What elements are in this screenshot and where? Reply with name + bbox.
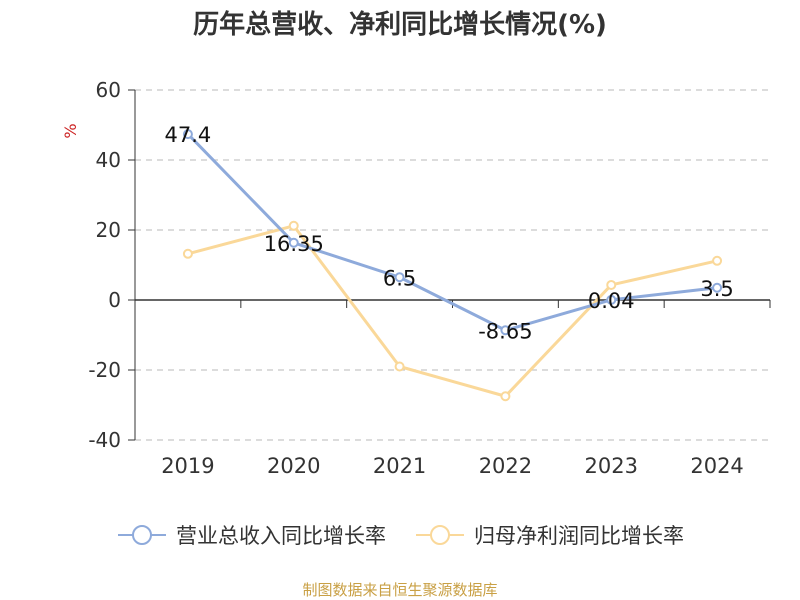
data-label: 16.35 — [264, 232, 324, 256]
series-0-point — [182, 129, 193, 140]
series-1-point — [500, 391, 511, 402]
series-0-point — [500, 325, 511, 336]
legend-profit-icon — [416, 525, 464, 545]
y-tick-label: 20 — [96, 218, 121, 242]
y-tick-label: -40 — [88, 428, 121, 452]
series-0-point — [288, 237, 299, 248]
series-0-point — [712, 282, 723, 293]
series-lines — [182, 129, 723, 402]
legend-item-revenue[interactable]: 营业总收入同比增长率 — [116, 520, 386, 550]
x-tick-label: 2022 — [479, 454, 532, 478]
x-tick-label: 2021 — [373, 454, 426, 478]
data-label: 47.4 — [165, 123, 212, 147]
y-tick-label: 0 — [108, 288, 121, 312]
y-tick-label: 60 — [96, 78, 121, 102]
series-1-point — [394, 361, 405, 372]
series-0-point — [606, 294, 617, 305]
series-1-point — [182, 248, 193, 259]
grid-lines — [135, 89, 770, 441]
data-labels: 47.4 16.35 6.5 -8.65 0.04 3.5 — [165, 123, 734, 343]
data-label: 0.04 — [588, 289, 635, 313]
y-tick-label: -20 — [88, 358, 121, 382]
legend: 营业总收入同比增长率 归母净利润同比增长率 — [0, 520, 800, 550]
series-1-point — [288, 220, 299, 231]
legend-revenue-icon — [118, 525, 166, 545]
series-line-0 — [186, 133, 718, 332]
legend-revenue-label: 营业总收入同比增长率 — [176, 524, 386, 548]
legend-item-profit[interactable]: 归母净利润同比增长率 — [414, 520, 684, 550]
source-note: 制图数据来自恒生聚源数据库 — [302, 581, 498, 599]
x-tick-label: 2023 — [585, 454, 638, 478]
series-1-point — [606, 279, 617, 290]
data-label: 6.5 — [383, 266, 416, 290]
data-label: -8.65 — [478, 319, 532, 343]
y-tick-label: 40 — [96, 148, 121, 172]
legend-profit-label: 归母净利润同比增长率 — [474, 524, 684, 548]
x-tick-label: 2024 — [690, 454, 743, 478]
axes: 60 40 20 0 -20 -40% 2019 2020 2021 2022 2023 2024 — [61, 78, 771, 478]
x-tick-label: 2019 — [161, 454, 214, 478]
x-tick-label: 2020 — [267, 454, 320, 478]
chart-title: 历年总营收、净利同比增长情况(%) — [193, 10, 607, 40]
data-label: 3.5 — [700, 277, 733, 301]
y-axis-label: % — [61, 123, 80, 138]
series-1-point — [712, 255, 723, 266]
series-0-point — [394, 272, 405, 283]
series-line-1 — [187, 224, 718, 398]
